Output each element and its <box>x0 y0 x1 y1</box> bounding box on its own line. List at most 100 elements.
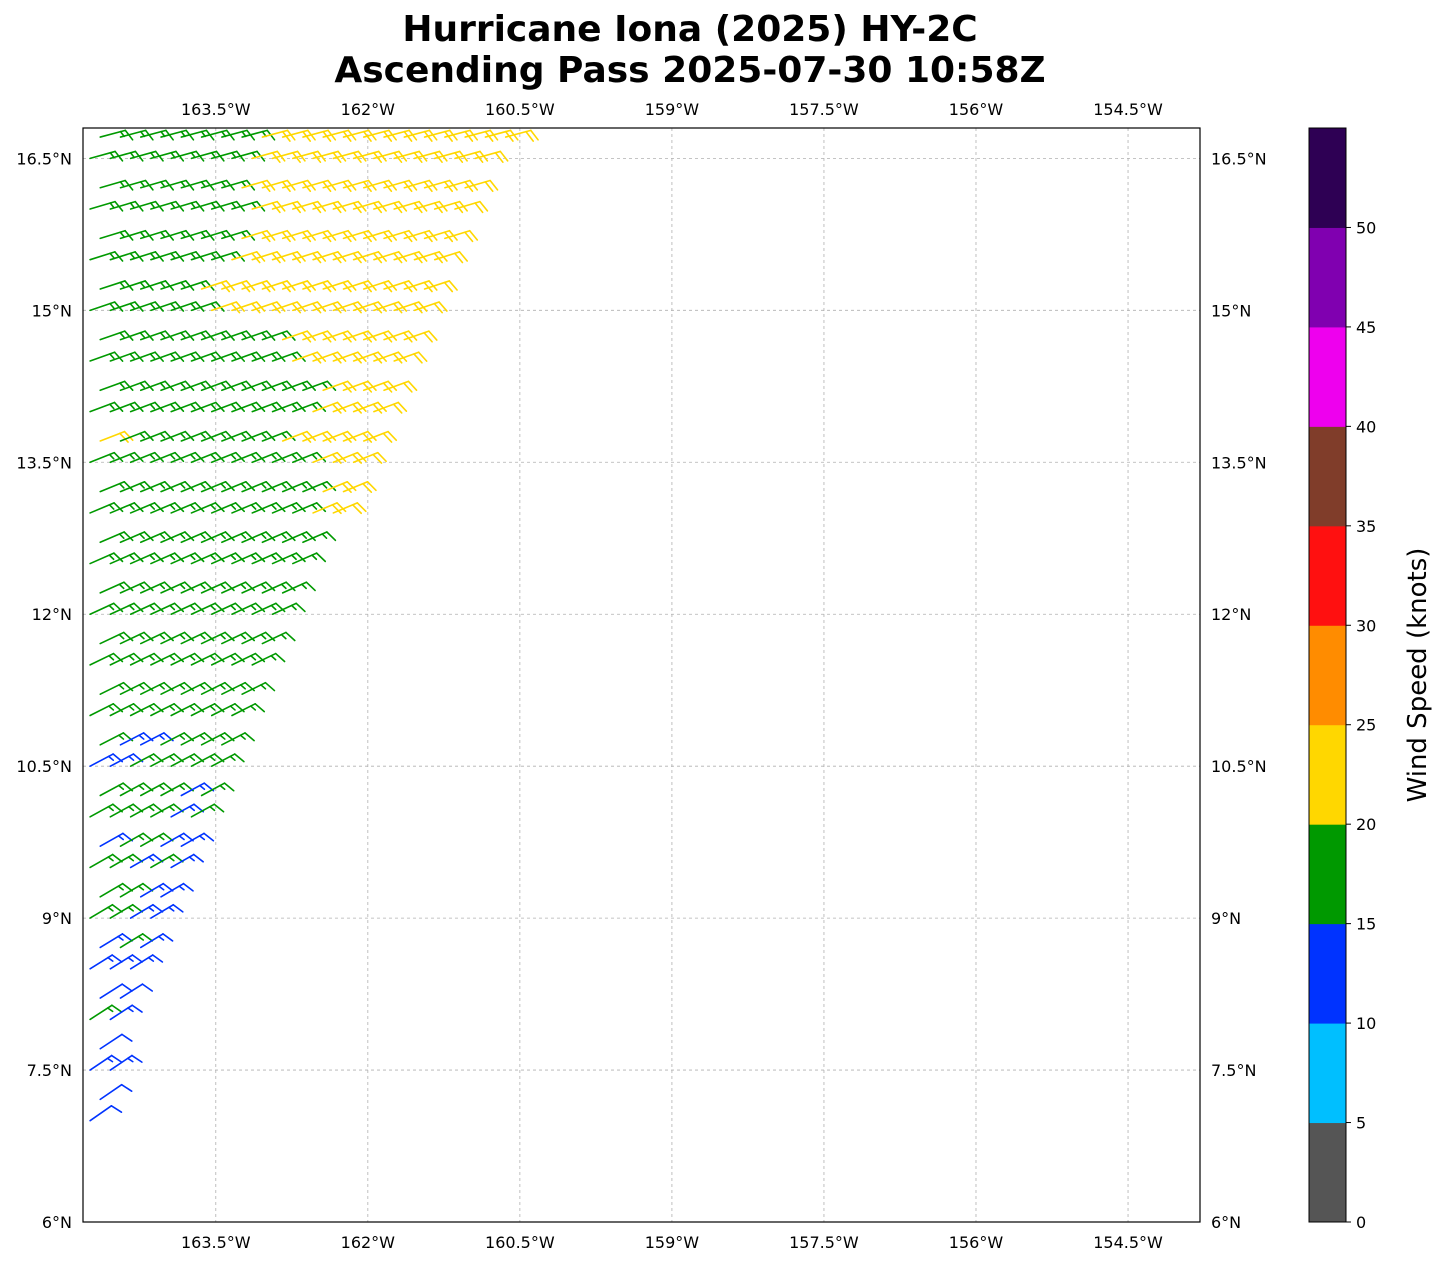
barb-shaft <box>129 301 157 312</box>
barb-full <box>397 401 408 412</box>
barb-half <box>128 604 135 611</box>
colorbar-tick-label: 50 <box>1356 218 1376 237</box>
wind-barb <box>504 129 539 142</box>
wind-barb <box>160 380 195 392</box>
barb-full <box>133 502 144 513</box>
barb-shaft <box>129 351 156 362</box>
wind-barb <box>261 531 296 544</box>
barb-half <box>280 633 287 640</box>
barb-half <box>219 734 226 740</box>
barb-half <box>189 705 196 711</box>
barb-half <box>117 885 124 891</box>
wind-barb <box>150 451 185 464</box>
colorbar: 0 5 10 15 20 25 30 35 40 45 50 <box>1308 127 1376 1232</box>
barb-full <box>235 351 246 362</box>
barb-full <box>271 302 281 314</box>
colorbar-tick-label: 25 <box>1356 716 1376 735</box>
barb-half <box>219 633 226 640</box>
barb-full <box>285 531 296 542</box>
barb-shaft <box>342 280 370 290</box>
barb-full <box>357 351 367 362</box>
wind-barb <box>170 451 205 464</box>
wind-barb <box>129 552 164 565</box>
barb-half <box>108 705 115 711</box>
colorbar-bin <box>1309 227 1346 328</box>
barb-shaft <box>89 1004 113 1021</box>
barb-shaft <box>170 301 197 312</box>
colorbar-bin <box>1309 326 1346 427</box>
barb-shaft <box>241 581 267 594</box>
colorbar-bin <box>1309 724 1346 825</box>
barb-half <box>129 353 135 360</box>
barb-full <box>346 330 357 341</box>
barb-half <box>240 583 247 590</box>
barb-half <box>291 504 297 510</box>
barb-half <box>301 583 307 590</box>
lat-tick-label-left: 16.5°N <box>16 149 72 168</box>
wind-barb <box>99 1033 133 1050</box>
barb-shaft <box>241 280 268 290</box>
barb-full <box>195 301 205 312</box>
wind-barb <box>119 933 154 949</box>
barb-full <box>387 430 398 442</box>
axis-ticks: 163.5°W 163.5°W 162°W 162°W 160.5°W 160.5°W 15… <box>16 100 1266 1252</box>
lat-tick-label-left: 7.5°N <box>27 1061 72 1080</box>
barb-full <box>392 403 403 414</box>
barb-half <box>199 684 206 690</box>
barb-full <box>316 301 327 312</box>
colorbar-bin <box>1309 525 1346 626</box>
barb-half <box>118 533 125 539</box>
barb-full <box>143 531 154 542</box>
barb-full <box>367 380 377 391</box>
barb-shaft <box>119 983 144 999</box>
barb-half <box>190 302 196 309</box>
barb-half <box>118 734 125 740</box>
wind-barb <box>231 552 266 565</box>
wind-barb <box>99 480 134 493</box>
barb-shaft <box>241 330 268 341</box>
wind-barb <box>261 480 296 493</box>
barb-half <box>301 482 308 489</box>
barb-half <box>210 151 217 159</box>
barb-half <box>311 403 318 410</box>
barb-half <box>119 382 125 389</box>
colorbar-bin <box>1309 923 1346 1024</box>
barb-half <box>260 633 267 640</box>
barb-half <box>139 533 145 539</box>
barb-half <box>209 554 216 561</box>
wind-barb <box>109 1054 143 1071</box>
barb-half <box>250 453 257 460</box>
barb-shaft <box>119 280 147 290</box>
colorbar-bin <box>1309 128 1346 228</box>
barb-half <box>240 482 247 489</box>
barb-full <box>194 351 205 362</box>
barb-half <box>170 202 176 209</box>
barb-full <box>162 882 174 892</box>
barb-shaft <box>352 301 380 312</box>
barb-shaft <box>373 351 400 362</box>
wind-barb <box>231 451 266 464</box>
barb-half <box>148 705 155 711</box>
barb-half <box>250 504 257 510</box>
lon-tick-label-bottom: 162°W <box>341 1233 396 1252</box>
barb-full <box>194 552 205 563</box>
wind-barb <box>190 502 225 514</box>
wind-barb <box>362 430 398 443</box>
barb-half <box>250 604 257 611</box>
barb-half <box>291 403 298 410</box>
barb-half <box>240 533 247 539</box>
barb-full <box>438 301 448 312</box>
barb-full <box>464 231 474 243</box>
barb-half <box>148 755 155 761</box>
barb-full <box>382 331 393 343</box>
wind-barb <box>342 430 377 443</box>
barb-full <box>433 302 443 314</box>
wind-barb <box>393 351 428 364</box>
wind-barb <box>89 602 124 616</box>
barb-full <box>366 480 377 492</box>
barb-full <box>301 331 312 343</box>
barb-shaft <box>302 330 329 341</box>
wind-barb <box>89 502 124 514</box>
wind-barb <box>99 430 134 443</box>
wind-barb <box>150 301 185 312</box>
